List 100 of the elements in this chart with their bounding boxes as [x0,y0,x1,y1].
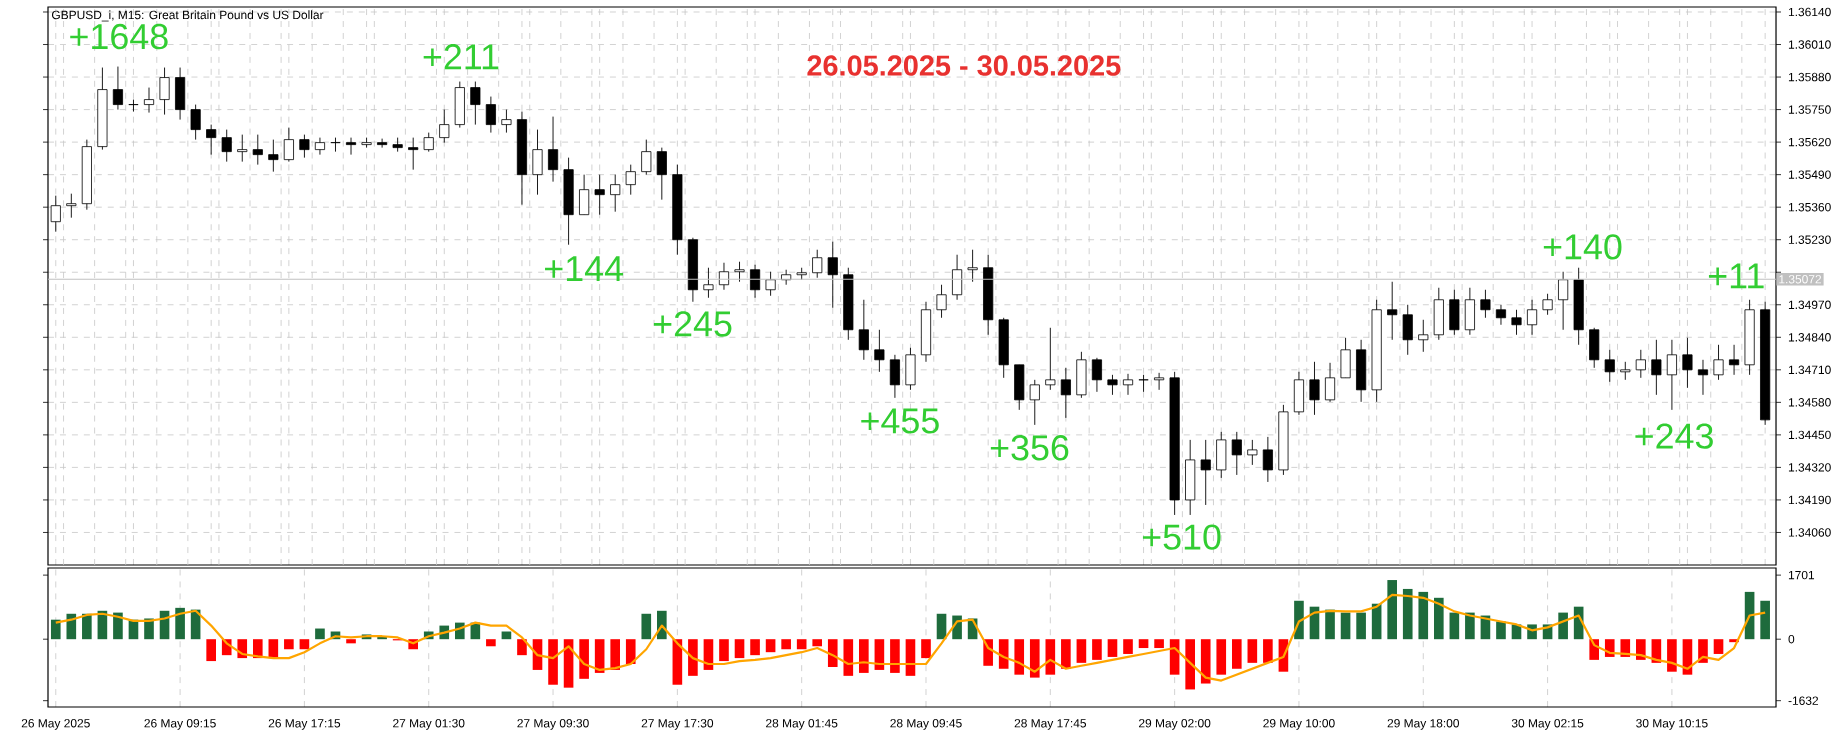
x-tick-label: 28 May 09:45 [890,719,962,730]
candlestick [1666,339,1677,411]
bar [750,639,760,656]
candlestick [268,139,279,173]
annotation: +144 [545,256,624,282]
candlestick [1231,431,1242,476]
bar [921,639,931,659]
bar [688,639,698,676]
candlestick [625,164,636,196]
x-tick-label: 27 May 01:30 [393,719,465,730]
candlestick [1620,361,1631,381]
bar [1433,597,1444,640]
bar [859,639,869,673]
candlestick [252,134,263,166]
x-tick-label: 30 May 02:15 [1511,719,1584,730]
bar [1713,639,1724,654]
candlestick [283,127,294,163]
candlestick [1729,344,1740,376]
bar [734,639,745,659]
bar [113,612,123,640]
candlestick [221,129,232,163]
bar [625,639,636,665]
candlestick [750,264,761,299]
candlestick [408,137,419,171]
x-tick-label: 27 May 17:30 [641,719,714,730]
bar [1216,639,1227,675]
candlestick [641,139,652,176]
candlestick [330,137,341,153]
annotation: +356 [990,435,1069,461]
bar [1029,639,1040,678]
candlestick [703,267,714,299]
candlestick [1107,374,1118,396]
x-tick-label: 29 May 10:00 [1263,719,1335,730]
x-tick-label: 26 May 09:15 [144,719,216,730]
bar [998,639,1009,669]
x-tick-label: 26 May 17:15 [268,719,341,730]
bar [1092,639,1102,660]
bar [1340,612,1351,640]
candlestick [299,134,310,159]
candlestick [1558,271,1569,331]
candlestick [1697,359,1709,396]
bar [1154,639,1164,649]
y-tick-label: 1.36140 [1788,7,1831,17]
y-tick-label: 1.34970 [1788,300,1831,309]
x-tick-label: 27 May 09:30 [517,719,589,730]
candlestick [1122,373,1134,396]
bar [66,613,77,640]
candlestick [594,174,605,216]
bar [1185,639,1195,690]
bar [1107,639,1118,657]
candlestick [734,261,745,283]
bar [1449,612,1460,640]
bar [1263,639,1273,663]
y-tick-label: -1632 [1788,696,1819,705]
y-tick-label: 1.35750 [1788,105,1831,114]
candlestick [656,147,667,201]
candlestick [1309,361,1320,416]
x-tick-label: 28 May 01:45 [766,719,838,730]
candlestick [967,249,978,283]
candlestick [1682,337,1693,389]
bar [517,639,527,656]
x-tick-label: 26 May 2025 [21,719,90,730]
bar [548,639,558,685]
bar [1123,639,1133,654]
bar [719,639,729,662]
annotation: +245 [653,311,732,337]
candlestick [1060,367,1071,419]
candlestick [143,87,155,114]
annotation: +1648 [70,23,168,50]
candlestick [1262,436,1273,483]
candlestick [1200,439,1211,506]
candlestick [314,137,326,156]
bar [936,613,947,640]
x-tick-label: 29 May 02:00 [1139,719,1211,730]
candlestick [827,241,838,309]
y-tick-label: 1.34710 [1788,365,1831,375]
candlestick [1029,379,1040,426]
bar [641,613,652,640]
candlestick [159,67,170,116]
bar [1325,609,1335,640]
y-tick-label: 1.34450 [1788,430,1831,440]
candlestick [1542,293,1553,316]
candlestick [1324,362,1336,403]
candlestick [501,109,512,134]
bar [827,639,838,667]
candlestick [206,124,217,156]
bar [1200,639,1211,684]
annotation: +455 [861,408,939,434]
y-tick-label: 1.36010 [1788,40,1831,49]
annotation: +140 [1543,234,1622,260]
bar [315,628,325,640]
candlestick [1635,349,1646,379]
candlestick [1387,281,1398,341]
bar [50,619,61,640]
bar [486,639,496,647]
candlestick [936,284,947,319]
ref-line-label: 1.35072 [1779,275,1822,284]
candlestick [1511,309,1522,336]
bar [1402,588,1413,640]
candlestick [439,109,450,144]
